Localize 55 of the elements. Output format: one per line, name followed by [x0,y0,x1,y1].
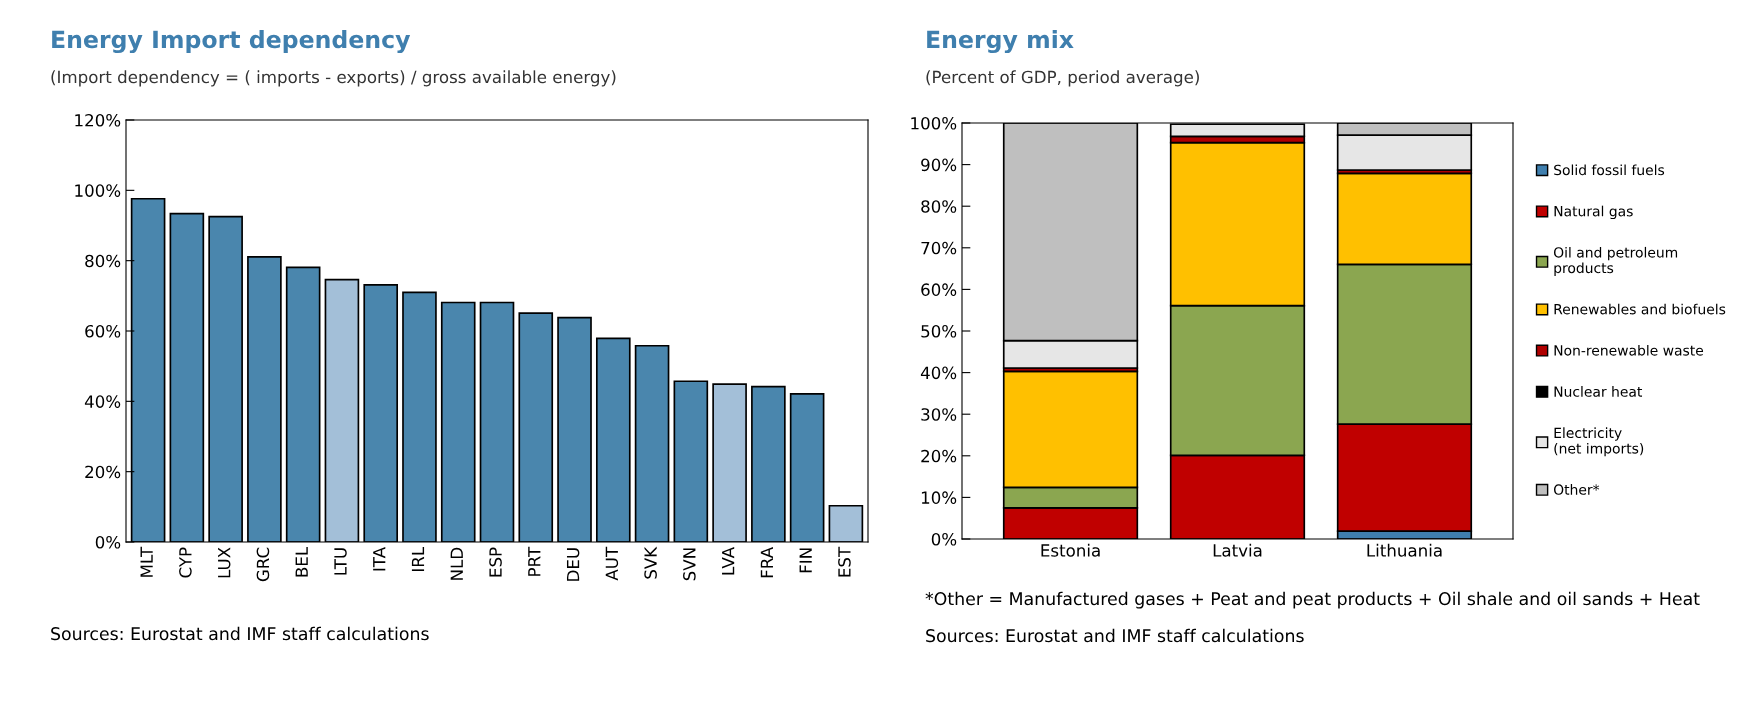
y-tick-label: 80% [85,254,121,268]
x-tick-label: ESP [489,547,502,577]
x-tick-label: ITA [373,547,386,571]
x-tick-label: Latvia [1213,543,1262,557]
y-tick-label: 20% [85,465,121,479]
y-tick-label: 100% [911,116,957,130]
source-note: Sources: Eurostat and IMF staff calculations [51,626,429,641]
x-tick-label: MLT [140,546,153,577]
x-tick-label: LTU [334,548,347,575]
x-tick-label: EST [838,546,851,577]
source-note: Sources: Eurostat and IMF staff calculations [926,628,1304,643]
x-tick-label: AUT [605,546,619,581]
legend-label: Natural gas [1554,205,1633,220]
y-tick-label: 0% [95,535,121,549]
y-tick-label: 10% [921,491,957,504]
legend-label: Solid fossil fuels [1554,164,1665,176]
legend-label: Other* [1553,484,1600,495]
x-tick-label: BEL [295,546,308,577]
legend-label: Non-renewable waste [1554,344,1704,356]
x-tick-label: NLD [450,547,463,580]
legend-label: Oil and petroleum products [1553,246,1678,276]
chart-subtitle: (Import dependency = ( imports - exports) / gross available energy) [51,70,616,87]
x-tick-label: PRT [528,546,541,576]
y-tick-label: 0% [931,532,957,546]
x-tick-label: LUX [218,547,231,578]
y-tick-label: 70% [921,241,957,255]
chart-subtitle: (Percent of GDP, period average) [926,70,1199,87]
y-tick-label: 50% [921,324,957,338]
x-tick-label: LVA [722,547,735,575]
y-tick-label: 100% [75,184,121,197]
legend-label: Electricity (net imports) [1554,427,1644,457]
x-tick-label: FRA [760,547,773,578]
legend-label: Nuclear heat [1554,386,1643,397]
x-tick-label: Estonia [1041,543,1100,557]
x-tick-label: DEU [566,548,580,581]
x-tick-label: CYP [179,547,192,578]
y-tick-label: 40% [84,395,121,408]
chart-title: Energy mix [927,30,1074,54]
y-tick-label: 90% [921,158,957,172]
chart-title: Energy Import dependency [52,30,411,54]
x-tick-label: IRL [411,546,425,572]
x-tick-label: FIN [799,548,812,573]
x-tick-label: Lithuania [1367,543,1442,557]
x-tick-label: GRC [256,547,270,582]
y-tick-label: 120% [75,113,121,127]
text: *Other = Manufactured gases + Peat and peat products + Oil shale and oil sands + Heat [925,591,1700,609]
y-tick-label: 20% [921,449,957,463]
y-tick-label: 60% [921,283,957,296]
y-tick-label: 30% [921,408,957,421]
y-tick-label: 40% [920,366,957,380]
x-tick-label: SVN [683,548,696,581]
y-tick-label: 60% [85,324,121,338]
legend-label: Renewables and biofuels [1554,303,1726,315]
x-tick-label: SVK [644,546,657,579]
y-tick-label: 80% [921,200,957,213]
